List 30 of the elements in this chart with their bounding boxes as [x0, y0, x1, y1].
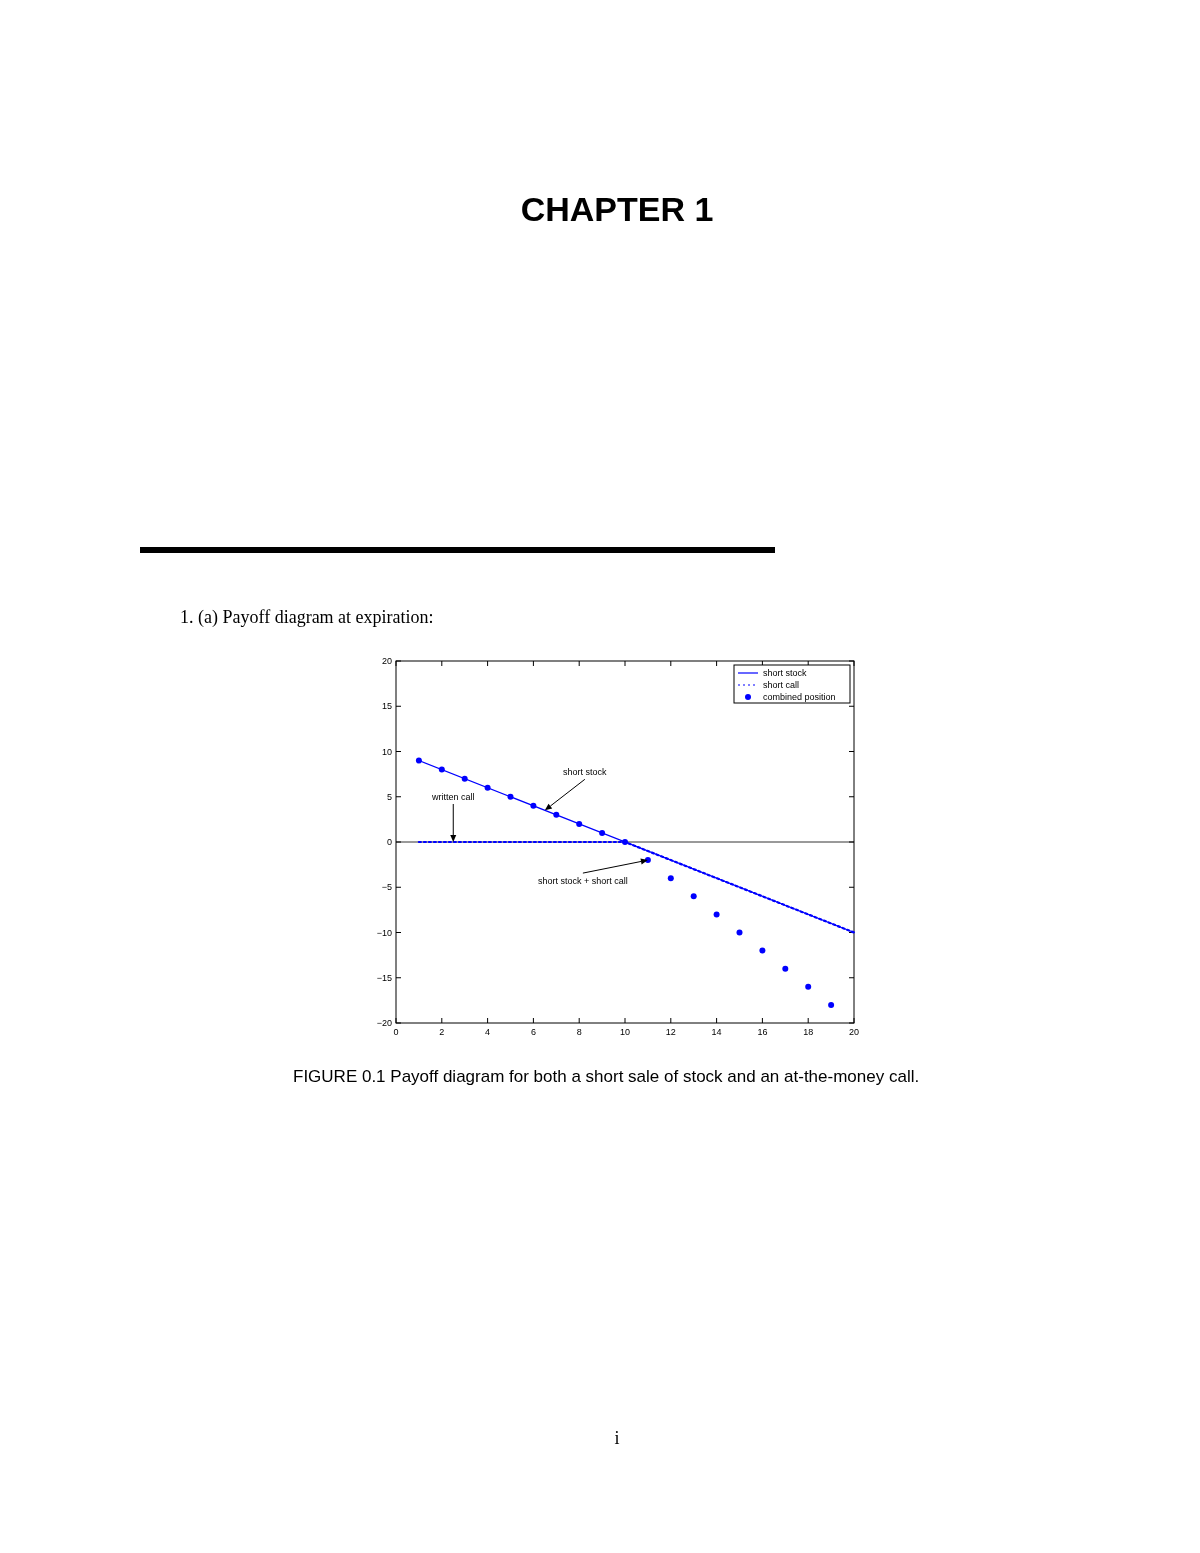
y-tick-label: 20 — [381, 656, 392, 666]
y-tick-label: −5 — [381, 882, 392, 893]
text: i — [614, 1428, 620, 1448]
legend-label: short call — [763, 680, 800, 690]
annotation: short stock — [563, 767, 608, 778]
x-tick-label: 2 — [439, 1027, 445, 1037]
legend-label: combined position — [763, 692, 836, 702]
legend-label: short stock — [763, 668, 808, 678]
x-tick-label: 6 — [530, 1027, 536, 1037]
y-tick-label: 10 — [381, 746, 392, 757]
x-tick-label: 16 — [757, 1027, 768, 1037]
annotation: short stock + short call — [538, 876, 628, 887]
y-tick-label: −15 — [376, 972, 392, 983]
x-tick-label: 12 — [665, 1027, 676, 1037]
x-tick-label: 4 — [485, 1027, 491, 1037]
x-tick-label: 0 — [393, 1027, 399, 1037]
x-tick-label: 18 — [803, 1027, 814, 1037]
y-tick-label: 15 — [381, 701, 392, 712]
y-tick-label: −10 — [376, 927, 392, 938]
x-tick-label: 10 — [619, 1027, 631, 1037]
caption: FIGURE 0.1 Payoff diagram for both a short sale of stock and an at-the-money call. — [293, 1067, 920, 1086]
x-tick-label: 20 — [848, 1027, 860, 1037]
annotation: written call — [430, 792, 475, 802]
x-tick-label: 8 — [576, 1027, 582, 1037]
x-tick-label: 14 — [711, 1027, 722, 1037]
y-tick-label: 5 — [386, 791, 392, 802]
y-tick-label: −20 — [376, 1018, 392, 1028]
chart-subtitle: 1. (a) Payoff diagram at expiration: — [180, 607, 434, 628]
y-tick-label: 0 — [386, 837, 392, 847]
chart-title: CHAPTER 1 — [520, 190, 714, 228]
